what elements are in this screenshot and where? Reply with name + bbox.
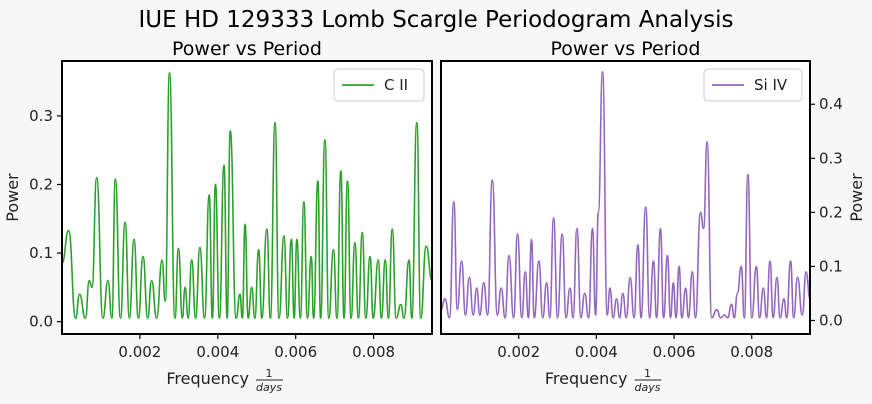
figure-title: IUE HD 129333 Lomb Scargle Periodogram A… <box>139 7 734 33</box>
series-line-si4 <box>441 71 810 319</box>
x-label-denominator: days <box>635 381 661 394</box>
y-tick-label: 0.1 <box>819 257 843 275</box>
x-label-numerator: 1 <box>644 367 651 380</box>
x-tick-label: 0.002 <box>497 343 540 361</box>
y-tick-label: 0.2 <box>819 203 843 221</box>
y-axis-label: Power <box>3 173 22 222</box>
x-tick-label: 0.004 <box>196 343 239 361</box>
axes-frame <box>61 60 433 335</box>
chart-panel-c2: Power vs Period 0.002 0.004 0.006 0.008 0.0 0.… <box>3 38 433 394</box>
x-label-denominator: days <box>256 381 282 394</box>
y-tick-label: 0.3 <box>819 149 843 167</box>
x-axis-label: Frequency <box>166 369 249 388</box>
y-tick-label: 0.0 <box>819 311 843 329</box>
panel-title: Power vs Period <box>172 38 322 60</box>
legend-box <box>703 68 803 102</box>
axes-frame <box>440 60 811 335</box>
chart-panel-si4: Power vs Period 0.002 0.004 0.006 0.008 0.0 0.… <box>440 38 866 394</box>
y-tick-label: 0.2 <box>29 175 53 193</box>
legend-box <box>333 68 425 102</box>
y-tick-label: 0.1 <box>29 244 53 262</box>
y-axis-label: Power <box>847 173 866 222</box>
x-axis-label: Frequency <box>545 369 628 388</box>
x-tick-label: 0.002 <box>118 343 161 361</box>
legend-label: C II <box>384 76 408 94</box>
y-tick-label: 0.3 <box>29 107 53 125</box>
x-tick-label: 0.006 <box>274 343 317 361</box>
legend-label: Si IV <box>754 76 788 94</box>
x-tick-label: 0.008 <box>730 343 773 361</box>
y-tick-label: 0.0 <box>29 313 53 331</box>
series-line-c2 <box>62 71 432 320</box>
x-tick-label: 0.006 <box>653 343 696 361</box>
x-label-numerator: 1 <box>266 367 273 380</box>
x-tick-label: 0.008 <box>352 343 395 361</box>
panel-title: Power vs Period <box>551 38 701 60</box>
y-tick-label: 0.4 <box>819 95 843 113</box>
x-tick-label: 0.004 <box>575 343 618 361</box>
